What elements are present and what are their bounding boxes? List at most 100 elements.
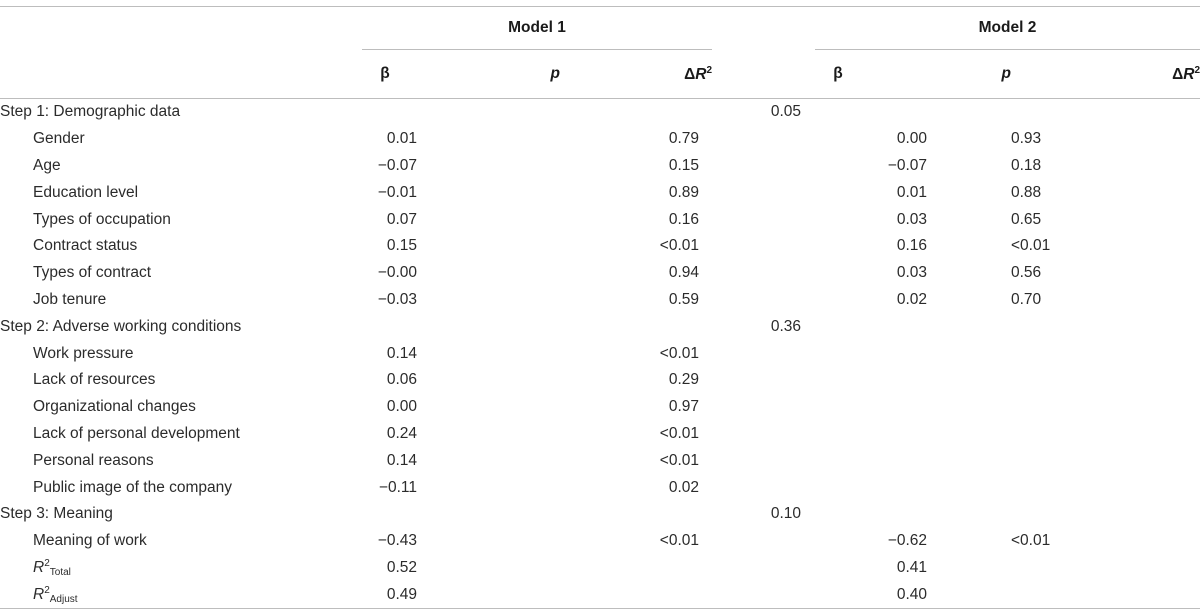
m2-p-cell: [1011, 340, 1200, 367]
row-label: Work pressure: [33, 344, 134, 362]
table-row: Contract status 0.15 <0.01 0.16 <0.01: [0, 233, 1200, 260]
top-rule: [0, 6, 1200, 7]
m1-delta-r2-cell: [712, 126, 815, 153]
table-row: Public image of the company −0.11 0.02: [0, 474, 1200, 501]
m1-delta-r2-cell: [712, 528, 815, 555]
m1-delta-r2-cell: [712, 233, 815, 260]
m2-beta-cell: 0.40: [896, 585, 927, 603]
header-rule: [0, 98, 1200, 99]
m1-beta-cell: −0.07: [377, 156, 417, 174]
m1-beta-cell: −0.11: [378, 478, 417, 496]
m2-p-cell: <0.01: [1011, 532, 1051, 550]
m1-delta-r2-cell: [712, 421, 815, 448]
m1-beta-cell: 0.14: [386, 344, 417, 362]
m2-delta-r2-header: ΔR2: [1172, 64, 1200, 83]
m1-p-cell: 0.02: [668, 478, 699, 496]
m1-delta-r2-cell: 0.05: [770, 103, 801, 121]
m1-p-cell: 0.59: [668, 290, 699, 308]
m2-p-cell: [1011, 501, 1200, 528]
m1-beta-cell: 0.15: [386, 237, 417, 255]
m1-delta-r2-cell: [712, 447, 815, 474]
m1-p-cell: [560, 313, 712, 340]
m1-beta-cell: 0.01: [386, 130, 417, 148]
table-row: Job tenure −0.03 0.59 0.02 0.70: [0, 287, 1200, 314]
table-row: Types of occupation 0.07 0.16 0.03 0.65: [0, 206, 1200, 233]
row-label: Lack of personal development: [33, 424, 240, 442]
m1-delta-r2-cell: [712, 474, 815, 501]
m1-p-cell: 0.16: [668, 210, 699, 228]
m2-p-cell: [1011, 555, 1200, 582]
row-label: Step 2: Adverse working conditions: [0, 317, 242, 335]
m2-p-cell: [1011, 474, 1200, 501]
m1-beta-cell: −0.00: [377, 264, 417, 282]
m1-beta-cell: 0.49: [386, 585, 417, 603]
m1-beta-cell: 0.24: [386, 424, 417, 442]
m1-p-cell: [560, 581, 712, 608]
m1-p-cell: 0.94: [668, 264, 699, 282]
m1-p-cell: <0.01: [659, 424, 699, 442]
m2-beta-cell: 0.00: [896, 130, 927, 148]
m1-beta-cell: [362, 99, 560, 126]
regression-table: Model 1 Model 2 β p ΔR2 β p ΔR2 Step 1: …: [0, 6, 1200, 610]
m1-p-cell: 0.97: [668, 398, 699, 416]
table-row: Step 2: Adverse working conditions 0.36: [0, 313, 1200, 340]
m1-beta-cell: [362, 313, 560, 340]
m2-beta-cell: [815, 313, 1011, 340]
m1-p-cell: [560, 555, 712, 582]
m1-delta-r2-cell: [712, 287, 815, 314]
m2-beta-cell: [815, 421, 1011, 448]
m1-beta-cell: 0.07: [386, 210, 417, 228]
m2-p-cell: 0.65: [1011, 210, 1042, 228]
table-row: Lack of personal development 0.24 <0.01: [0, 421, 1200, 448]
summary-row: R2Adjust 0.49 0.40: [0, 581, 1200, 608]
m2-p-cell: 0.93: [1011, 130, 1042, 148]
m2-p-cell: 0.18: [1011, 156, 1042, 174]
m1-delta-r2-cell: [712, 555, 815, 582]
m2-beta-cell: [815, 367, 1011, 394]
m1-delta-r2-cell: [712, 340, 815, 367]
m2-beta-cell: −0.62: [887, 532, 927, 550]
table-row: Lack of resources 0.06 0.29: [0, 367, 1200, 394]
m2-p-cell: [1011, 367, 1200, 394]
row-label: Meaning of work: [33, 532, 147, 550]
model-header-row: Model 1 Model 2: [0, 7, 1200, 50]
row-label: Job tenure: [33, 290, 107, 308]
m1-p-header: p: [550, 65, 560, 82]
m2-beta-cell: 0.16: [896, 237, 927, 255]
m1-p-cell: 0.15: [668, 156, 699, 174]
m2-beta-cell: 0.03: [896, 210, 927, 228]
m1-p-cell: 0.89: [668, 183, 699, 201]
m2-p-cell: <0.01: [1011, 237, 1051, 255]
m2-beta-cell: [815, 447, 1011, 474]
m2-beta-cell: 0.02: [896, 290, 927, 308]
m2-beta-header: β: [833, 65, 843, 82]
m1-beta-cell: −0.03: [377, 290, 417, 308]
m1-p-cell: [560, 99, 712, 126]
table-row: Age −0.07 0.15 −0.07 0.18: [0, 153, 1200, 180]
table-row: Meaning of work −0.43 <0.01 −0.62 <0.01: [0, 528, 1200, 555]
row-label: Gender: [33, 130, 85, 148]
m1-beta-cell: 0.14: [386, 451, 417, 469]
summary-label: R2Adjust: [33, 584, 78, 605]
m1-p-cell: <0.01: [659, 344, 699, 362]
m1-p-cell: <0.01: [659, 451, 699, 469]
m2-beta-cell: −0.07: [887, 156, 927, 174]
m2-p-cell: 0.88: [1011, 183, 1042, 201]
row-label: Education level: [33, 183, 139, 201]
m1-beta-cell: [362, 501, 560, 528]
summary-label: R2Total: [33, 557, 71, 578]
m2-beta-cell: [815, 394, 1011, 421]
row-label: Personal reasons: [33, 451, 154, 469]
m1-beta-cell: 0.06: [386, 371, 417, 389]
m1-delta-r2-cell: [712, 367, 815, 394]
table-row: Education level −0.01 0.89 0.01 0.88: [0, 179, 1200, 206]
m2-p-cell: 0.56: [1011, 264, 1042, 282]
row-label: Age: [33, 156, 61, 174]
m2-p-header: p: [1001, 65, 1011, 82]
m1-beta-cell: 0.00: [386, 398, 417, 416]
table-row: Gender 0.01 0.79 0.00 0.93: [0, 126, 1200, 153]
row-label: Step 3: Meaning: [0, 505, 113, 523]
row-label: Organizational changes: [33, 398, 196, 416]
